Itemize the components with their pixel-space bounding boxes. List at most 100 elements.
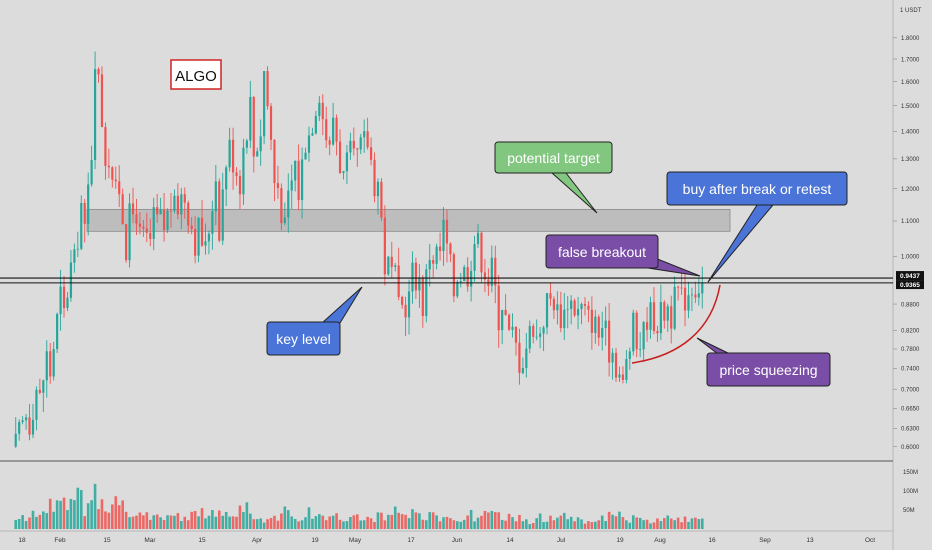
volume-bar: [69, 498, 73, 529]
candle-body: [83, 202, 86, 224]
volume-bar: [138, 512, 142, 529]
candle-body: [214, 181, 217, 212]
volume-bar: [552, 520, 556, 529]
candle-body: [45, 351, 48, 381]
volume-bar: [376, 512, 380, 529]
candle-body: [73, 249, 76, 263]
volume-bar: [204, 518, 207, 529]
volume-bar: [404, 514, 407, 529]
volume-bar: [97, 509, 100, 529]
volume-bar: [594, 521, 597, 529]
volume-bar: [438, 521, 442, 529]
candle-body: [438, 246, 442, 252]
candle-body: [294, 160, 297, 181]
volume-bar: [280, 513, 283, 529]
price-tick-label: 1.6000: [901, 80, 920, 86]
candle-body: [121, 194, 124, 225]
candle-body: [428, 259, 431, 270]
volume-bar: [590, 522, 594, 529]
time-tick-label: Apr: [252, 537, 263, 544]
candle-body: [162, 210, 166, 231]
symbol-label: ALGO: [175, 68, 217, 85]
candle-body: [14, 433, 17, 447]
volume-bar: [231, 516, 235, 529]
candle-body: [614, 352, 618, 378]
candle-body: [228, 139, 231, 168]
volume-bar: [538, 513, 542, 529]
volume-bar: [183, 516, 187, 529]
volume-bar: [342, 521, 345, 529]
price-tick-label: 1.0000: [901, 255, 920, 261]
volume-bar: [90, 500, 93, 529]
price-squeezing-box: [706, 352, 831, 387]
volume-bar: [252, 519, 256, 529]
volume-bar: [186, 520, 190, 529]
volume-bar: [545, 521, 549, 529]
candle-body: [507, 314, 511, 330]
candle-body: [349, 140, 352, 153]
volume-bar: [697, 519, 701, 529]
volume-bar: [76, 487, 80, 529]
time-axis: 18 Feb 15 Mar 15 Apr 19 May 17 Jun 14 Jul 19 Aug 16 Sep…: [18, 537, 875, 544]
candle-body: [583, 303, 587, 306]
candle-body: [635, 312, 638, 350]
volume-bar: [580, 519, 583, 529]
candle-body: [652, 302, 656, 332]
candle-body: [114, 179, 117, 182]
volume-bar: [531, 523, 535, 529]
candle-body: [639, 349, 642, 351]
volume-bar: [121, 500, 124, 529]
volume-bar: [628, 522, 632, 529]
price-tick-label: 0.8800: [901, 302, 920, 308]
candle-body: [276, 183, 280, 189]
candle-body: [366, 131, 369, 148]
volume-bar: [652, 522, 656, 529]
volume-bar: [514, 521, 518, 529]
candle-body: [411, 262, 414, 292]
volume-bar: [490, 510, 494, 529]
candle-body: [328, 140, 331, 145]
volume-bar: [435, 515, 438, 529]
candle-body: [245, 140, 248, 148]
candle-body: [659, 302, 662, 334]
candle-body: [256, 151, 259, 157]
volume-bar: [111, 504, 114, 529]
volume-bar: [387, 514, 390, 529]
candle-body: [432, 259, 435, 264]
candle-body: [297, 160, 300, 201]
volume-bar: [300, 520, 304, 529]
volume-bar: [449, 518, 452, 529]
volume-bar: [542, 522, 545, 529]
candle-body: [100, 74, 104, 128]
candle-body: [445, 219, 449, 244]
volume-bar: [314, 516, 318, 529]
volume-bar: [93, 483, 97, 529]
candle-body: [387, 256, 390, 275]
volume-bar: [286, 510, 290, 529]
volume-bar: [673, 520, 676, 529]
squeeze-curve: [631, 284, 721, 364]
volume-bar: [107, 512, 111, 529]
volume-bar: [559, 515, 563, 529]
volume-bar: [511, 517, 514, 529]
price-tick-label: 1.2000: [901, 187, 920, 193]
price-tick-label: 1.5000: [901, 104, 920, 110]
candle-body: [563, 309, 566, 329]
time-tick-label: Jul: [557, 537, 566, 544]
time-tick-label: 19: [311, 537, 319, 544]
candle-body: [49, 351, 52, 377]
volume-bar: [321, 515, 325, 529]
candle-body: [611, 352, 614, 363]
candle-body: [404, 304, 407, 318]
candle-body: [266, 71, 269, 107]
volume-bar: [625, 520, 628, 529]
candle-body: [697, 293, 700, 298]
candle-body: [90, 159, 93, 185]
volume-bar: [369, 518, 373, 529]
candle-body: [673, 286, 676, 329]
volume-bar: [242, 511, 245, 529]
candle-body: [545, 293, 549, 328]
volume-bars: [14, 483, 704, 529]
volume-bar: [190, 511, 193, 529]
